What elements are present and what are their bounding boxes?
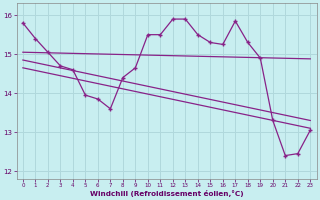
X-axis label: Windchill (Refroidissement éolien,°C): Windchill (Refroidissement éolien,°C)	[90, 190, 244, 197]
